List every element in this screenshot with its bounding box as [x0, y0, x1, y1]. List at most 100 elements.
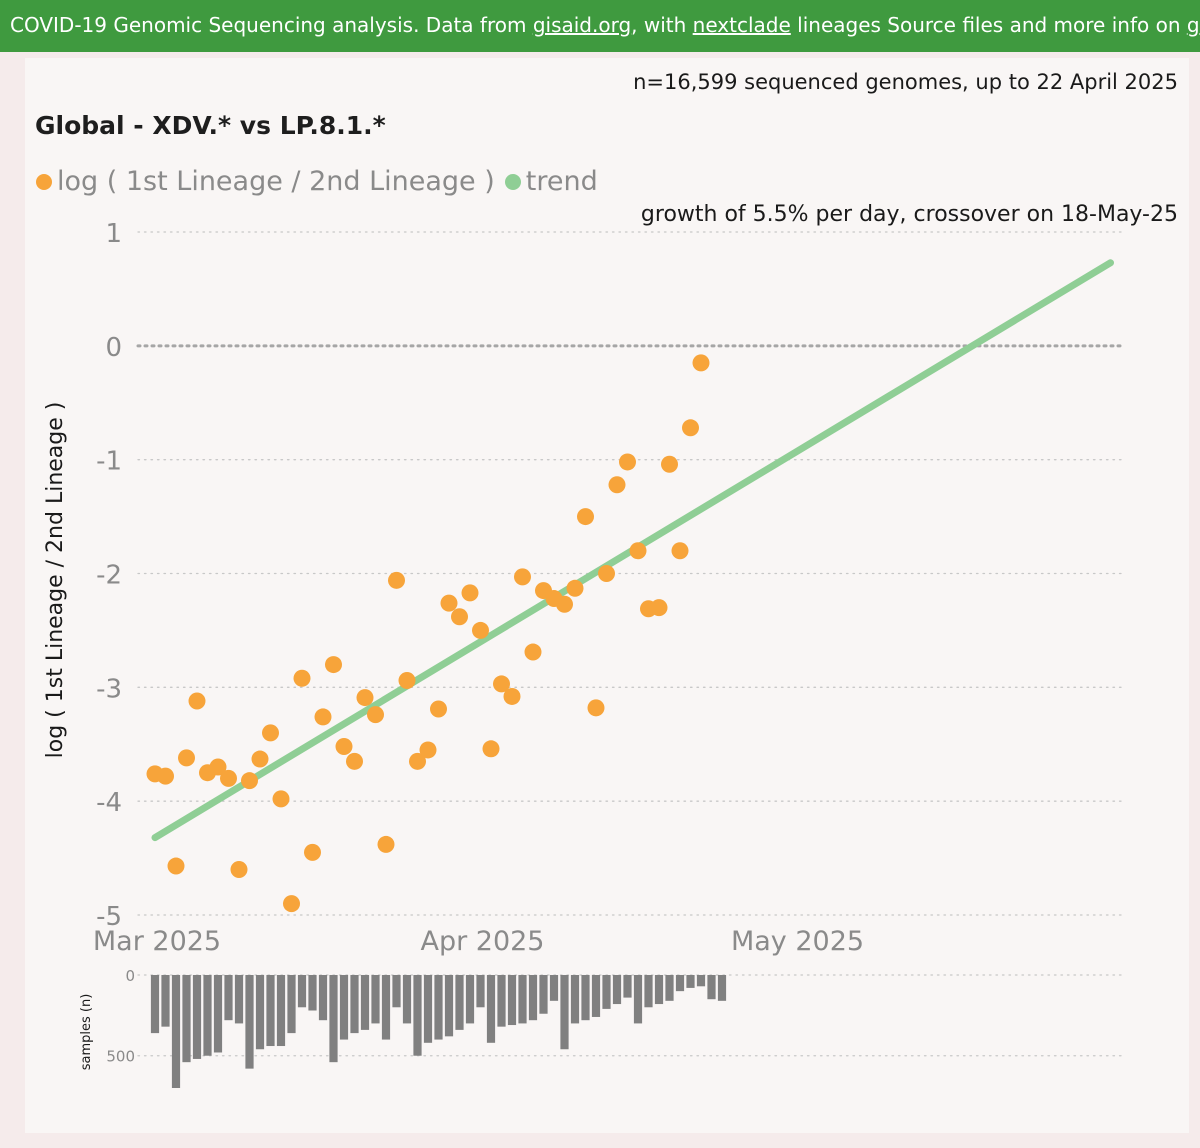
data-point-9: [241, 772, 258, 790]
data-point-3: [178, 749, 195, 767]
nextclade-link[interactable]: nextclade: [692, 13, 791, 37]
sample-bar-9: [245, 975, 254, 1069]
data-point-39: [556, 595, 573, 613]
data-point-16: [314, 708, 332, 726]
data-point-12: [272, 790, 290, 808]
data-point-40: [566, 579, 584, 597]
data-point-42: [587, 699, 605, 717]
legend-item-trend[interactable]: trend: [504, 166, 598, 197]
bar-y-tick-label-500: 500: [106, 1048, 135, 1066]
sample-bar-20: [360, 975, 370, 1030]
data-point-35: [514, 568, 531, 586]
github-link[interactable]: github: [1186, 13, 1200, 37]
sample-bar-41: [581, 975, 590, 1021]
legend-dot-green-icon: [504, 173, 521, 190]
x-tick-label-1: Apr 2025: [420, 926, 544, 957]
sample-bar-1: [161, 975, 170, 1027]
sample-bar-42: [591, 975, 601, 1017]
sample-bar-12: [276, 975, 286, 1047]
sample-bar-15: [308, 975, 317, 1011]
sample-bar-2: [171, 975, 181, 1088]
summary-text: n=16,599 sequenced genomes, up to 22 Apr…: [633, 70, 1178, 94]
sample-bar-52: [696, 975, 706, 987]
data-point-15: [304, 843, 321, 861]
sample-bar-19: [350, 975, 359, 1034]
sample-bar-37: [539, 975, 548, 1014]
sample-bar-53: [707, 975, 716, 1000]
data-point-6: [209, 758, 227, 776]
data-point-45: [619, 453, 636, 471]
data-point-22: [377, 835, 395, 853]
y-tick-label-0: 0: [105, 333, 122, 363]
sample-bar-44: [612, 975, 622, 1005]
header-banner: COVID-19 Genomic Sequencing analysis. Da…: [0, 0, 1200, 52]
sample-bar-33: [497, 975, 506, 1027]
data-point-28: [440, 594, 458, 612]
sample-bar-31: [476, 975, 485, 1008]
sample-bar-5: [203, 975, 212, 1056]
bar-y-tick-labels: 0 500: [106, 967, 135, 1066]
sample-bar-29: [455, 975, 464, 1030]
data-point-48: [650, 599, 668, 617]
data-point-26: [419, 741, 437, 759]
data-point-24: [398, 672, 416, 690]
y-axis-label: log ( 1st Lineage / 2nd Lineage ): [43, 402, 68, 759]
sample-bar-48: [654, 975, 664, 1005]
sample-bar-3: [182, 975, 191, 1063]
sample-bar-35: [518, 975, 527, 1024]
data-point-4: [188, 692, 206, 710]
y-tick-label--2: -2: [96, 561, 122, 591]
data-point-44: [608, 476, 626, 494]
sample-bar-21: [371, 975, 380, 1024]
chart-title: Global - XDV.* vs LP.8.1.*: [35, 111, 386, 140]
y-tick-labels: 1 0 -1 -2 -3 -4 -5: [96, 219, 122, 932]
data-point-30: [461, 584, 479, 602]
gisaid-link[interactable]: gisaid.org: [532, 13, 632, 37]
grid-lines: [136, 231, 1127, 916]
x-tick-label-0: Mar 2025: [93, 926, 221, 957]
sample-bar-32: [486, 975, 496, 1043]
legend-item-ratio[interactable]: log ( 1st Lineage / 2nd Lineage ): [36, 166, 495, 197]
growth-annotation: growth of 5.5% per day, crossover on 18-…: [640, 202, 1178, 227]
data-point-8: [230, 860, 248, 878]
sample-bar-17: [329, 975, 338, 1063]
sample-bar-24: [402, 975, 412, 1024]
data-point-50: [671, 542, 689, 560]
sample-bar-46: [633, 975, 643, 1024]
data-point-17: [325, 656, 342, 674]
data-point-49: [661, 455, 678, 473]
data-point-41: [577, 508, 594, 526]
data-point-46: [629, 542, 647, 560]
sample-bar-38: [549, 975, 559, 1001]
data-point-36: [524, 643, 542, 661]
data-point-13: [283, 895, 300, 913]
sample-bar-45: [623, 975, 632, 998]
data-point-25: [409, 752, 426, 770]
legend-label-trend: trend: [525, 166, 598, 197]
bar-y-axis-label: samples (n): [79, 994, 94, 1071]
sample-bar-30: [465, 975, 475, 1024]
data-point-34: [503, 687, 521, 705]
data-point-27: [430, 700, 447, 718]
sample-bar-11: [266, 975, 275, 1047]
y-tick-label-1: 1: [105, 219, 122, 249]
sample-bar-34: [507, 975, 517, 1026]
data-point-21: [367, 706, 384, 724]
data-point-33: [493, 675, 510, 693]
legend-dot-orange-icon: [36, 173, 52, 190]
sample-bar-39: [560, 975, 569, 1050]
legend-label-ratio: log ( 1st Lineage / 2nd Lineage ): [57, 166, 495, 197]
sample-bar-13: [287, 975, 296, 1034]
sample-bar-47: [644, 975, 653, 1008]
data-point-18: [335, 738, 353, 756]
banner-text-3: lineages Source files and more info on: [790, 13, 1187, 37]
data-point-29: [451, 608, 468, 626]
data-point-31: [472, 621, 489, 639]
sample-bar-0: [150, 975, 160, 1034]
data-point-1: [157, 767, 174, 785]
sample-bar-7: [224, 975, 233, 1021]
sample-bar-43: [602, 975, 611, 1009]
sample-bar-28: [444, 975, 454, 1037]
x-tick-labels: Mar 2025 Apr 2025 May 2025: [93, 926, 864, 957]
